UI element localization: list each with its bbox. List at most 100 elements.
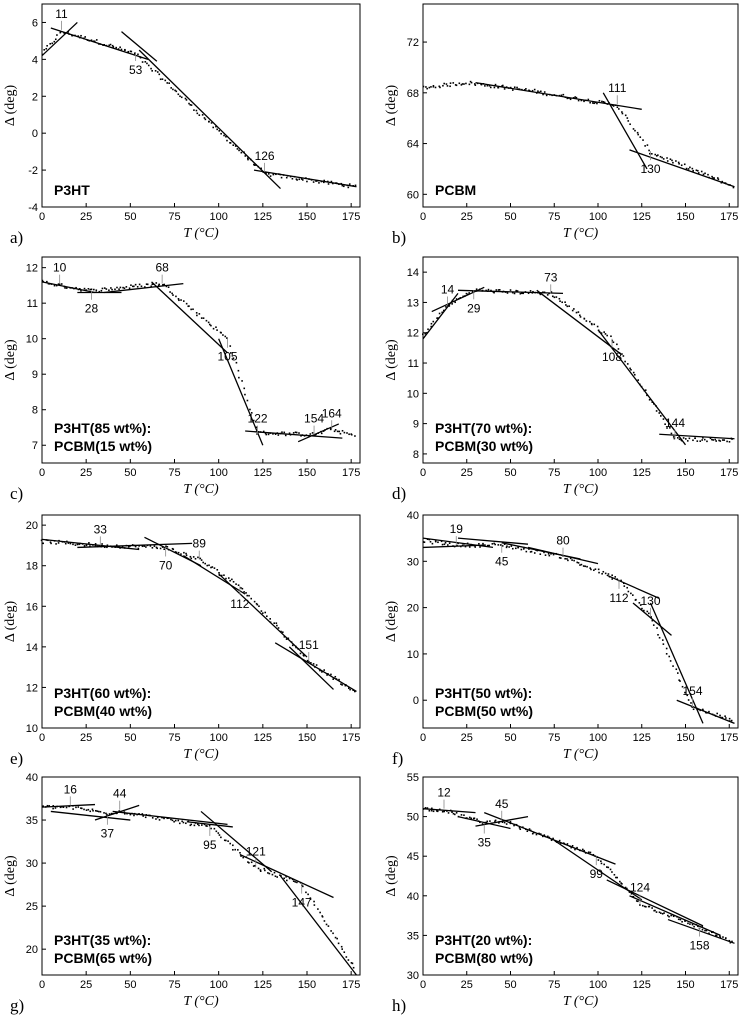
data-point bbox=[575, 96, 578, 99]
data-point bbox=[163, 283, 166, 286]
data-point bbox=[702, 173, 705, 176]
data-point bbox=[555, 296, 558, 298]
data-point bbox=[484, 85, 486, 87]
data-point bbox=[728, 717, 731, 720]
data-point bbox=[655, 410, 658, 412]
data-point bbox=[284, 434, 287, 437]
data-point bbox=[446, 85, 449, 87]
data-point bbox=[81, 807, 83, 810]
data-point bbox=[210, 827, 212, 830]
x-tick-label: 0 bbox=[420, 211, 426, 223]
data-point bbox=[206, 564, 209, 567]
data-point bbox=[510, 545, 513, 547]
fit-line bbox=[422, 292, 459, 340]
data-point bbox=[224, 335, 227, 338]
x-axis-label: T (°C) bbox=[563, 747, 599, 762]
data-point bbox=[64, 542, 67, 545]
data-point bbox=[488, 84, 491, 87]
data-point bbox=[677, 161, 680, 164]
x-tick-label: 75 bbox=[168, 732, 180, 744]
data-point bbox=[550, 553, 552, 555]
data-point bbox=[312, 181, 315, 183]
fit-line bbox=[457, 289, 564, 295]
data-point bbox=[272, 173, 275, 176]
data-point bbox=[515, 547, 517, 550]
data-point bbox=[62, 806, 65, 809]
data-point bbox=[437, 541, 439, 544]
y-tick-label: 11 bbox=[408, 358, 419, 370]
data-point bbox=[624, 360, 626, 363]
data-point bbox=[95, 39, 98, 41]
y-tick-label: 30 bbox=[407, 556, 419, 568]
data-point bbox=[711, 438, 713, 441]
sample-title: PCBM bbox=[435, 182, 476, 198]
data-point bbox=[659, 155, 662, 158]
data-point bbox=[211, 566, 214, 568]
data-point bbox=[159, 78, 162, 81]
data-point bbox=[223, 134, 225, 137]
data-point bbox=[424, 332, 426, 335]
data-point bbox=[348, 183, 351, 185]
transition-temperature-label: 124 bbox=[630, 881, 650, 895]
data-point bbox=[513, 86, 516, 89]
data-point bbox=[460, 814, 463, 816]
data-point bbox=[291, 644, 294, 647]
data-point bbox=[621, 112, 624, 115]
data-point bbox=[182, 300, 185, 302]
chart-panel-c: 0 25 50 75 100 125 150 175 7 8 9 10 11 12 T (°C) Δ (deg… bbox=[3, 256, 361, 503]
data-point bbox=[654, 153, 657, 156]
data-point bbox=[626, 887, 628, 890]
data-point bbox=[579, 314, 581, 317]
transition-temperature-label: 44 bbox=[113, 787, 127, 801]
data-point bbox=[158, 283, 161, 286]
data-point bbox=[257, 867, 260, 870]
transition-temperature-label: 28 bbox=[85, 302, 99, 316]
fit-line bbox=[475, 82, 642, 110]
data-point bbox=[678, 162, 680, 165]
data-point bbox=[156, 816, 159, 819]
data-point bbox=[208, 824, 211, 827]
x-tick-label: 125 bbox=[633, 211, 651, 223]
data-point bbox=[491, 543, 494, 545]
data-point bbox=[235, 583, 237, 585]
data-point bbox=[692, 169, 694, 172]
data-point bbox=[269, 618, 271, 620]
data-point bbox=[57, 283, 60, 285]
x-tick-label: 75 bbox=[548, 211, 560, 223]
data-point bbox=[497, 289, 500, 291]
data-point bbox=[422, 333, 424, 336]
data-point bbox=[539, 553, 542, 555]
data-point bbox=[448, 542, 451, 544]
sample-title: P3HT bbox=[54, 182, 90, 198]
data-point bbox=[260, 167, 262, 170]
fit-line bbox=[121, 31, 158, 62]
data-point bbox=[231, 578, 233, 581]
data-point bbox=[612, 105, 615, 107]
data-point bbox=[533, 552, 536, 554]
data-point bbox=[223, 574, 225, 577]
data-point bbox=[197, 823, 199, 826]
data-point bbox=[210, 566, 212, 569]
data-point bbox=[660, 912, 662, 914]
data-point bbox=[232, 144, 235, 146]
data-point bbox=[330, 930, 332, 932]
x-tick-label: 100 bbox=[589, 732, 607, 744]
data-point bbox=[242, 856, 244, 859]
data-point bbox=[446, 544, 449, 546]
fit-line bbox=[297, 423, 340, 443]
data-point bbox=[445, 306, 447, 308]
data-point bbox=[134, 52, 136, 55]
data-point bbox=[451, 303, 453, 305]
data-point bbox=[651, 401, 654, 403]
fit-line bbox=[288, 646, 334, 690]
data-point bbox=[49, 541, 52, 543]
data-point bbox=[210, 122, 213, 124]
data-point bbox=[295, 431, 298, 434]
fit-line bbox=[245, 430, 343, 439]
x-tick-label: 75 bbox=[168, 467, 180, 479]
data-point bbox=[726, 440, 728, 443]
data-point bbox=[616, 876, 618, 879]
data-point bbox=[260, 610, 263, 612]
data-point bbox=[436, 810, 438, 812]
data-point bbox=[576, 561, 579, 564]
